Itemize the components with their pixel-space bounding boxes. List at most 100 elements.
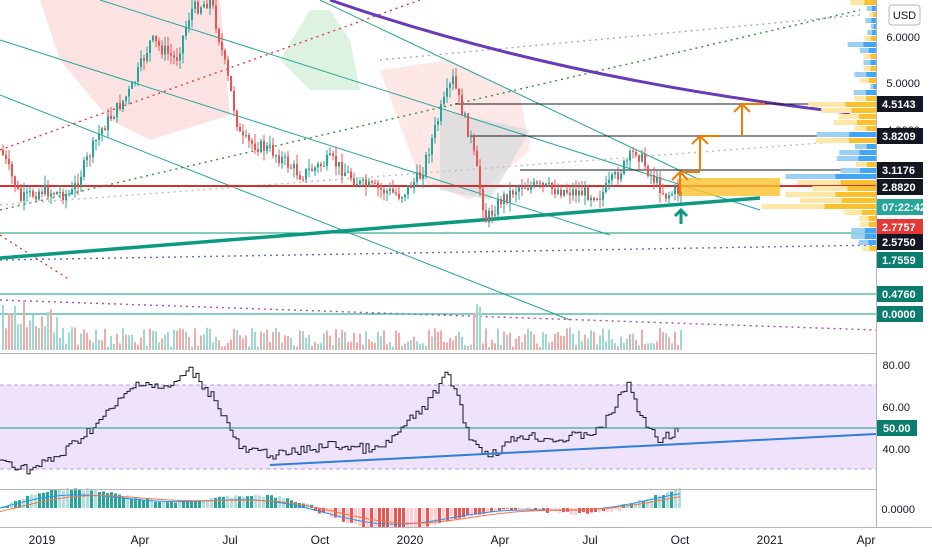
volume-bar: [260, 332, 262, 350]
time-axis-label: 2020: [397, 533, 424, 547]
volume-bar: [308, 335, 310, 350]
candle-body: [233, 91, 235, 111]
volume-bar: [560, 336, 562, 350]
volume-bar: [557, 332, 559, 350]
candle-body: [401, 197, 403, 198]
macd-histogram-bar: [166, 502, 169, 508]
candle-body: [344, 173, 346, 176]
candle-body: [155, 36, 157, 41]
volume-profile-bar: [786, 174, 836, 179]
volume-bar: [74, 327, 76, 350]
candle-body: [428, 155, 430, 156]
macd-histogram-bar: [342, 508, 345, 522]
volume-bar: [341, 330, 343, 350]
candle-body: [533, 182, 535, 186]
volume-profile-bar: [857, 120, 876, 125]
candle-body: [518, 187, 520, 191]
macd-histogram-bar: [618, 508, 621, 511]
candle-body: [449, 84, 451, 88]
macd-histogram-bar: [98, 492, 101, 508]
volume-bar: [257, 347, 259, 350]
time-axis-label: Apr: [857, 533, 876, 547]
candle-body: [620, 174, 622, 180]
candle-body: [113, 117, 115, 119]
candle-body: [224, 50, 226, 59]
volume-bar: [101, 340, 103, 350]
volume-profile-bar: [798, 180, 841, 185]
candle-body: [287, 156, 289, 167]
candle-body: [152, 36, 154, 41]
volume-bar: [134, 342, 136, 350]
candle-body: [257, 150, 259, 152]
volume-bar: [146, 346, 148, 350]
volume-bar: [488, 347, 490, 350]
candle-body: [470, 136, 472, 137]
volume-bar: [527, 329, 529, 350]
candle-body: [641, 154, 643, 162]
volume-bar: [617, 346, 619, 350]
candle-body: [38, 192, 40, 200]
volume-bar: [650, 343, 652, 350]
volume-bar: [242, 338, 244, 350]
candle-body: [638, 155, 640, 161]
candle-body: [575, 189, 577, 195]
macd-histogram-bar: [110, 492, 113, 508]
volume-profile-bar: [867, 6, 872, 11]
volume-bar: [587, 339, 589, 350]
volume-bar: [461, 337, 463, 350]
candle-body: [206, 4, 208, 9]
macd-histogram-bar: [78, 489, 81, 508]
volume-profile-bar: [847, 186, 876, 191]
candle-body: [635, 152, 637, 155]
candle-body: [623, 161, 625, 174]
candle-body: [455, 76, 457, 88]
volume-bar: [113, 344, 115, 350]
volume-bar: [248, 346, 250, 350]
macd-histogram-bar: [506, 508, 509, 509]
volume-profile-bar: [870, 60, 876, 65]
volume-bar: [386, 344, 388, 350]
volume-bar: [392, 347, 394, 350]
volume-bar: [479, 307, 481, 350]
macd-histogram-bar: [238, 496, 241, 508]
candle-body: [50, 193, 52, 196]
volume-bar: [545, 334, 547, 350]
volume-bar: [320, 343, 322, 350]
macd-histogram-bar: [426, 508, 429, 527]
volume-bar: [389, 342, 391, 350]
volume-bar: [434, 328, 436, 350]
volume-bar: [491, 340, 493, 350]
candle-body: [617, 172, 619, 179]
candle-body: [347, 172, 349, 173]
volume-bar: [296, 347, 298, 350]
volume-bar: [305, 338, 307, 350]
volume-bar: [482, 343, 484, 350]
candle-body: [503, 194, 505, 204]
macd-histogram-bar: [526, 508, 529, 509]
volume-bar: [563, 336, 565, 350]
volume-bar: [368, 339, 370, 350]
volume-bar: [32, 315, 34, 350]
volume-bar: [467, 346, 469, 350]
time-axis-label: 2019: [29, 533, 56, 547]
volume-bar: [509, 333, 511, 350]
macd-histogram-bar: [30, 494, 33, 508]
candle-body: [593, 198, 595, 200]
candle-body: [170, 54, 172, 56]
candle-body: [563, 190, 565, 196]
volume-bar: [110, 336, 112, 350]
time-axis-label: 2021: [757, 533, 784, 547]
volume-bar: [323, 333, 325, 350]
volume-bar: [224, 346, 226, 350]
volume-bar: [122, 328, 124, 350]
macd-histogram-bar: [522, 508, 525, 509]
macd-histogram-bar: [370, 508, 373, 528]
candle-body: [269, 145, 271, 146]
candle-body: [410, 185, 412, 188]
candle-body: [431, 138, 433, 155]
candle-body: [599, 199, 601, 200]
macd-histogram-bar: [514, 508, 517, 510]
volume-profile-bar: [868, 216, 876, 221]
volume-bar: [446, 343, 448, 350]
